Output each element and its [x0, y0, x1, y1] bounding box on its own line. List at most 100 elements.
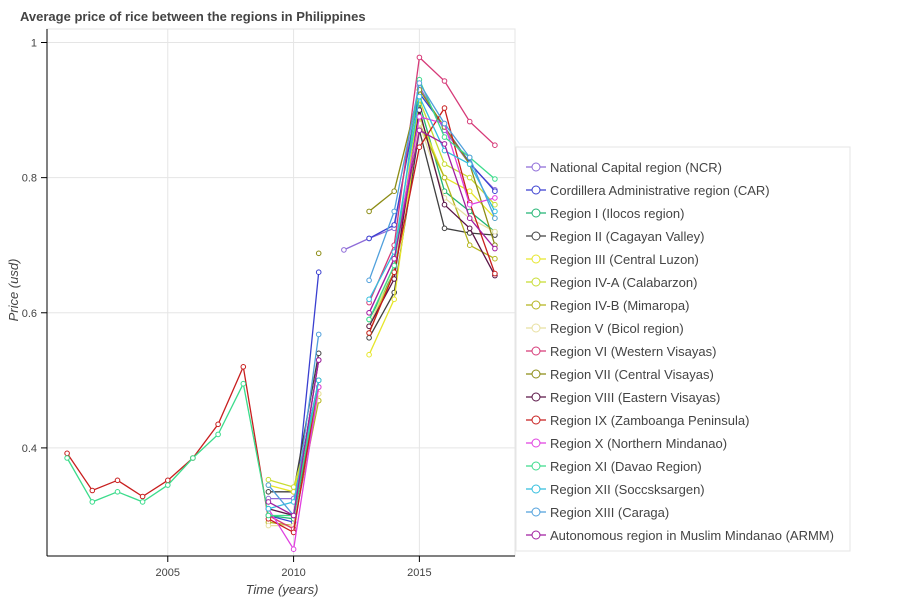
- data-point: [416, 127, 423, 134]
- data-point: [466, 215, 473, 221]
- data-point: [341, 247, 347, 253]
- axes: [46, 29, 515, 557]
- y-tick-label: 1: [31, 38, 37, 50]
- data-point: [265, 476, 272, 483]
- data-point: [466, 174, 473, 181]
- legend-item[interactable]: Region V (Bicol region): [526, 321, 684, 336]
- series-line: [368, 129, 496, 314]
- legend[interactable]: National Capital region (NCR) Cordillera …: [515, 146, 851, 552]
- data-point: [290, 546, 297, 553]
- series-line: [368, 77, 496, 320]
- series-16: [265, 127, 498, 519]
- data-point: [441, 134, 448, 140]
- series-line: [368, 94, 496, 300]
- data-point: [492, 195, 498, 201]
- data-point: [290, 484, 297, 490]
- data-point: [64, 455, 70, 461]
- series-line: [368, 106, 496, 334]
- tick-labels: 2005 2010 2015 0.4 0.6 0.8 1: [22, 38, 432, 579]
- data-point: [366, 296, 372, 303]
- legend-item[interactable]: Region X (Northern Mindanao): [526, 436, 727, 451]
- data-point: [89, 499, 96, 505]
- legend-marker-swatch: [531, 231, 541, 241]
- data-point: [290, 512, 297, 519]
- legend-marker-swatch: [531, 461, 541, 471]
- legend-marker-swatch: [531, 392, 541, 402]
- legend-label: Region X (Northern Mindanao): [550, 436, 727, 451]
- data-point: [416, 114, 423, 120]
- data-point: [265, 512, 272, 519]
- legend-item[interactable]: Region VII (Central Visayas): [526, 367, 714, 382]
- legend-label: Region IX (Zamboanga Peninsula): [550, 413, 749, 428]
- legend-label: Autonomous region in Muslim Mindanao (AR…: [550, 528, 834, 543]
- data-point: [441, 141, 448, 147]
- data-point: [441, 120, 448, 127]
- legend-label: Region XI (Davao Region): [550, 459, 702, 474]
- data-point: [315, 331, 322, 338]
- legend-marker-swatch: [531, 369, 541, 379]
- legend-marker-swatch: [531, 208, 541, 218]
- data-point: [366, 235, 372, 242]
- data-point: [466, 242, 473, 248]
- data-point: [265, 489, 272, 495]
- data-point: [265, 522, 272, 529]
- legend-item[interactable]: Region VIII (Eastern Visayas): [526, 390, 720, 405]
- legend-label: Region VIII (Eastern Visayas): [550, 390, 720, 405]
- data-point: [240, 380, 247, 387]
- legend-item[interactable]: Region I (Ilocos region): [526, 206, 684, 221]
- data-point: [190, 455, 196, 461]
- legend-item[interactable]: Region III (Central Luzon): [526, 252, 699, 267]
- legend-marker-swatch: [531, 300, 541, 310]
- legend-label: Region II (Cagayan Valley): [550, 229, 704, 244]
- legend-item[interactable]: Region VI (Western Visayas): [526, 344, 716, 359]
- legend-label: Region IV-A (Calabarzon): [550, 275, 697, 290]
- series-line: [368, 114, 496, 355]
- data-point: [492, 255, 498, 262]
- data-point: [492, 270, 498, 277]
- data-point: [64, 450, 70, 457]
- data-point: [315, 377, 322, 384]
- data-point: [391, 255, 398, 262]
- data-point: [492, 201, 498, 208]
- legend-marker-swatch: [531, 323, 541, 333]
- legend-item[interactable]: Region XI (Davao Region): [526, 459, 702, 474]
- legend-item[interactable]: Region XIII (Caraga): [526, 505, 669, 520]
- data-point: [492, 215, 498, 221]
- data-point: [366, 310, 372, 316]
- legend-item[interactable]: Region II (Cagayan Valley): [526, 229, 704, 244]
- legend-label: Region IV-B (Mimaropa): [550, 298, 689, 313]
- series-line: [368, 56, 496, 303]
- data-point: [265, 505, 272, 512]
- series-13: [64, 76, 498, 519]
- legend-item[interactable]: Cordillera Administrative region (CAR): [526, 183, 770, 198]
- data-point: [441, 105, 448, 111]
- series-line: [368, 130, 495, 339]
- data-point: [315, 250, 322, 257]
- data-point: [492, 245, 498, 252]
- legend-item[interactable]: Region IX (Zamboanga Peninsula): [526, 413, 749, 428]
- series-line: [66, 364, 320, 534]
- data-point: [492, 176, 498, 182]
- data-point: [139, 493, 146, 500]
- legend-item[interactable]: Region IV-A (Calabarzon): [526, 275, 697, 290]
- legend-item[interactable]: Region IV-B (Mimaropa): [526, 298, 689, 313]
- legend-item[interactable]: Autonomous region in Muslim Mindanao (AR…: [526, 528, 834, 543]
- legend-label: Region VI (Western Visayas): [550, 344, 716, 359]
- x-axis-label: Time (years): [246, 582, 319, 597]
- legend-marker-swatch: [531, 277, 541, 287]
- y-axis-label: Price (usd): [6, 259, 21, 322]
- data-point: [290, 529, 297, 536]
- legend-label: Cordillera Administrative region (CAR): [550, 183, 770, 198]
- x-tick-label: 2005: [156, 567, 180, 579]
- data-point: [466, 188, 473, 194]
- data-point: [265, 482, 272, 488]
- legend-item[interactable]: Region XII (Soccsksargen): [526, 482, 705, 497]
- data-point: [391, 222, 398, 228]
- legend-item[interactable]: National Capital region (NCR): [526, 160, 722, 175]
- data-point: [366, 316, 372, 323]
- y-tick-label: 0.8: [22, 173, 37, 185]
- data-point: [215, 421, 221, 428]
- data-point: [441, 174, 448, 181]
- data-point: [492, 188, 498, 194]
- data-point: [114, 477, 121, 484]
